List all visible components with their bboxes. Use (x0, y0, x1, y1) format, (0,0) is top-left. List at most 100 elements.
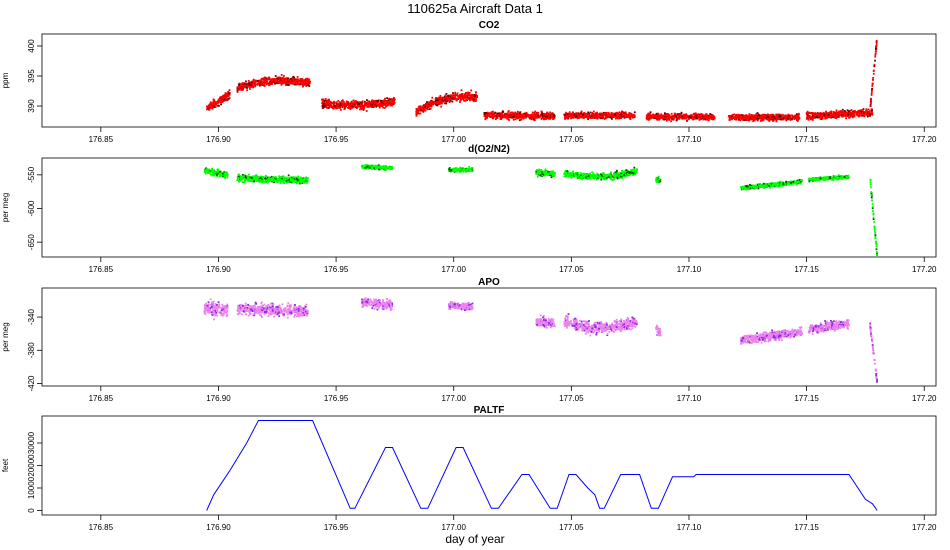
data-point (814, 116, 816, 119)
data-point (239, 178, 242, 181)
data-point (448, 97, 451, 100)
data-point (862, 114, 864, 117)
data-point (236, 91, 239, 93)
data-point (347, 104, 349, 106)
data-point (213, 171, 216, 173)
data-point (297, 175, 300, 178)
data-point (658, 118, 661, 121)
data-point (796, 114, 799, 117)
data-point (783, 114, 785, 117)
data-point (322, 101, 325, 103)
data-point (451, 96, 454, 98)
data-point (269, 176, 271, 179)
data-point (690, 116, 693, 119)
data-point (602, 113, 605, 116)
data-point (859, 114, 861, 117)
data-point (338, 104, 341, 107)
data-point (438, 98, 440, 101)
data-point (871, 83, 874, 86)
data-point (581, 112, 584, 115)
data-point (755, 114, 757, 117)
data-point (377, 164, 380, 167)
data-point (226, 93, 229, 96)
data-point (810, 112, 813, 115)
data-point (343, 108, 346, 111)
data-point (676, 116, 679, 119)
data-segment (236, 74, 311, 93)
data-point (270, 178, 273, 181)
data-point (781, 117, 783, 119)
data-point (789, 116, 792, 119)
data-point (471, 99, 474, 101)
data-point (697, 117, 700, 119)
data-point (297, 180, 300, 183)
data-point (276, 178, 279, 181)
data-point (249, 180, 252, 182)
data-point (746, 114, 749, 117)
data-point (346, 102, 349, 105)
data-point (653, 117, 656, 119)
data-point (296, 78, 299, 81)
data-point (817, 114, 819, 117)
data-point (324, 98, 327, 100)
data-point (469, 95, 472, 97)
data-point (238, 87, 240, 89)
data-point (548, 113, 551, 116)
data-point (363, 105, 366, 107)
data-point (286, 78, 288, 80)
data-point (296, 179, 299, 182)
data-point (372, 102, 374, 105)
data-point (371, 104, 373, 107)
data-point (671, 118, 673, 120)
data-point (844, 111, 847, 114)
data-point (607, 115, 610, 118)
data-point (858, 113, 861, 115)
data-point (863, 113, 866, 116)
data-point (216, 104, 219, 107)
data-point (657, 112, 660, 115)
data-point (384, 97, 386, 100)
data-point (860, 115, 863, 117)
data-point (543, 115, 545, 118)
data-point (629, 117, 632, 120)
data-point (577, 116, 580, 118)
data-point (282, 182, 285, 184)
data-point (255, 180, 258, 183)
data-point (513, 112, 516, 115)
data-point (243, 83, 246, 85)
data-point (621, 110, 623, 113)
data-point (762, 113, 765, 116)
data-point (253, 177, 256, 179)
data-point (393, 98, 396, 101)
data-point (549, 117, 552, 120)
data-point (434, 99, 437, 102)
data-point (772, 117, 774, 120)
data-point (220, 172, 223, 175)
data-point (865, 108, 868, 111)
data-point (365, 101, 368, 104)
data-point (604, 113, 607, 116)
data-point (739, 114, 741, 117)
data-point (830, 110, 833, 113)
data-point (847, 113, 850, 116)
data-point (616, 111, 618, 114)
data-point (701, 113, 704, 116)
data-point (296, 81, 299, 83)
data-point (305, 84, 308, 87)
data-point (215, 174, 218, 177)
data-point (352, 99, 355, 102)
x-tick-label: 177.00 (441, 135, 466, 144)
data-point (440, 97, 443, 99)
data-point (335, 107, 338, 110)
data-point (844, 113, 846, 116)
data-point (518, 114, 521, 117)
data-point (254, 177, 257, 180)
data-point (343, 102, 346, 105)
data-point (260, 179, 263, 182)
data-point (664, 112, 666, 115)
data-point (245, 84, 247, 87)
data-point (431, 96, 434, 99)
data-point (683, 115, 686, 118)
data-point (592, 110, 595, 113)
data-point (698, 119, 701, 121)
